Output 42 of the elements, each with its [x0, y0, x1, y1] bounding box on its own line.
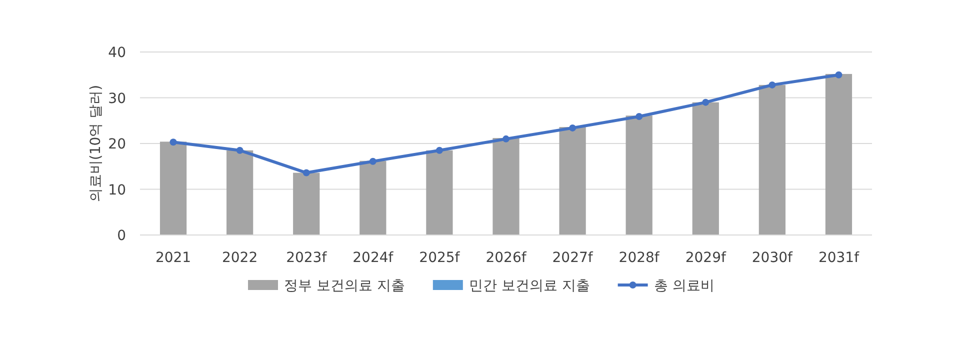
point [302, 169, 310, 176]
x-tick-label: 2023f [286, 250, 328, 266]
bar [160, 142, 187, 235]
x-tick-label: 2028f [618, 250, 660, 266]
x-tick-label: 2021 [155, 250, 192, 266]
bar [626, 116, 652, 235]
x-tick-label: 2030f [752, 250, 794, 266]
x-tick-label: 2026f [486, 250, 528, 266]
x-tick-label: 2027f [552, 250, 594, 266]
y-tick-label: 20 [108, 136, 126, 152]
point [502, 135, 510, 142]
point [236, 146, 244, 154]
x-tick-label: 2022 [222, 250, 258, 266]
bar [692, 102, 719, 235]
bar [360, 160, 386, 235]
point [702, 98, 710, 106]
y-tick-label: 10 [108, 182, 126, 198]
point [436, 146, 443, 154]
legend-label: 총 의료비 [654, 278, 714, 294]
x-tick-label: 2029f [685, 250, 727, 266]
bar [293, 172, 320, 235]
point [636, 113, 643, 120]
y-axis-title: 의료비(10억 달러) [88, 84, 104, 202]
bar [226, 150, 254, 235]
x-tick-label: 2031f [818, 250, 860, 266]
point [768, 81, 776, 88]
point [569, 124, 576, 132]
point [369, 158, 376, 165]
point [170, 138, 177, 146]
bar [492, 138, 520, 235]
point [835, 71, 842, 78]
bar [758, 84, 786, 235]
y-tick-label: 30 [108, 90, 126, 107]
legend-label: 민간 보건의료 지출 [468, 278, 590, 294]
bar [559, 127, 586, 235]
legend-label: 정부 보건의료 지출 [284, 278, 405, 294]
bar [426, 150, 453, 235]
y-tick-label: 40 [108, 45, 126, 61]
x-tick-label: 2025f [419, 250, 461, 266]
x-tick-label: 2024f [352, 250, 394, 266]
bar [825, 74, 852, 235]
y-tick-label: 0 [117, 228, 126, 244]
